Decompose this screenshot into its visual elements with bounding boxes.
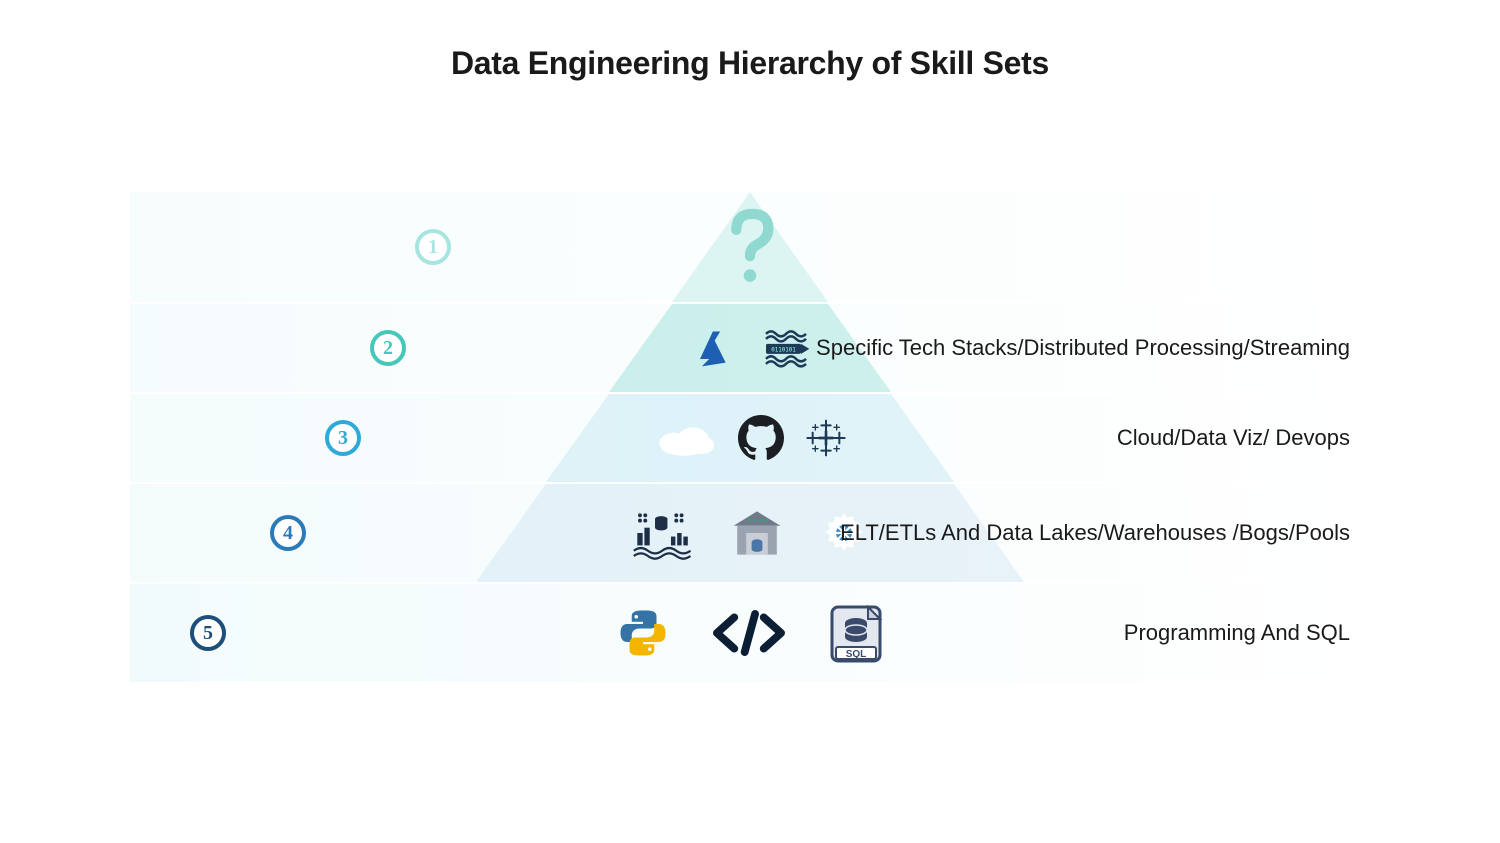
github-icon (738, 415, 784, 461)
level-icons-5: SQL (400, 584, 1100, 682)
level-number-3: 3 (338, 427, 348, 450)
svg-text:0110101: 0110101 (771, 347, 796, 353)
data-lake-icon (632, 505, 694, 561)
sql-icon: SQL (828, 601, 884, 665)
level-badge-5: 5 (190, 615, 226, 651)
level-label-5: Programming And SQL (1124, 620, 1350, 646)
pyramid: 1 2 (130, 192, 1370, 682)
level-row-5: 5 (130, 584, 1370, 682)
page-title: Data Engineering Hierarchy of Skill Sets (451, 45, 1049, 82)
level-label-3: Cloud/Data Viz/ Devops (1117, 425, 1350, 451)
level-row-2: 2 0110101 (130, 304, 1370, 392)
level-row-4: 4 (130, 484, 1370, 582)
level-icons-1 (400, 192, 1100, 302)
stream-icon: 0110101 (761, 324, 811, 372)
cloud-icon (654, 418, 716, 458)
level-number-4: 4 (283, 522, 293, 545)
python-icon (616, 606, 670, 660)
level-row-3: 3 (130, 394, 1370, 482)
sql-icon-label: SQL (846, 649, 867, 660)
question-mark-icon (715, 207, 785, 287)
level-label-2: Specific Tech Stacks/Distributed Process… (816, 335, 1350, 361)
warehouse-icon (730, 507, 784, 559)
level-row-1: 1 (130, 192, 1370, 302)
level-badge-3: 3 (325, 420, 361, 456)
azure-icon (689, 326, 733, 370)
level-badge-4: 4 (270, 515, 306, 551)
level-number-2: 2 (383, 337, 393, 360)
level-label-4: ELT/ETLs And Data Lakes/Warehouses /Bogs… (840, 520, 1350, 546)
tableau-icon (806, 418, 846, 458)
level-number-5: 5 (203, 622, 213, 645)
level-icons-3 (400, 394, 1100, 482)
code-icon (710, 608, 788, 658)
